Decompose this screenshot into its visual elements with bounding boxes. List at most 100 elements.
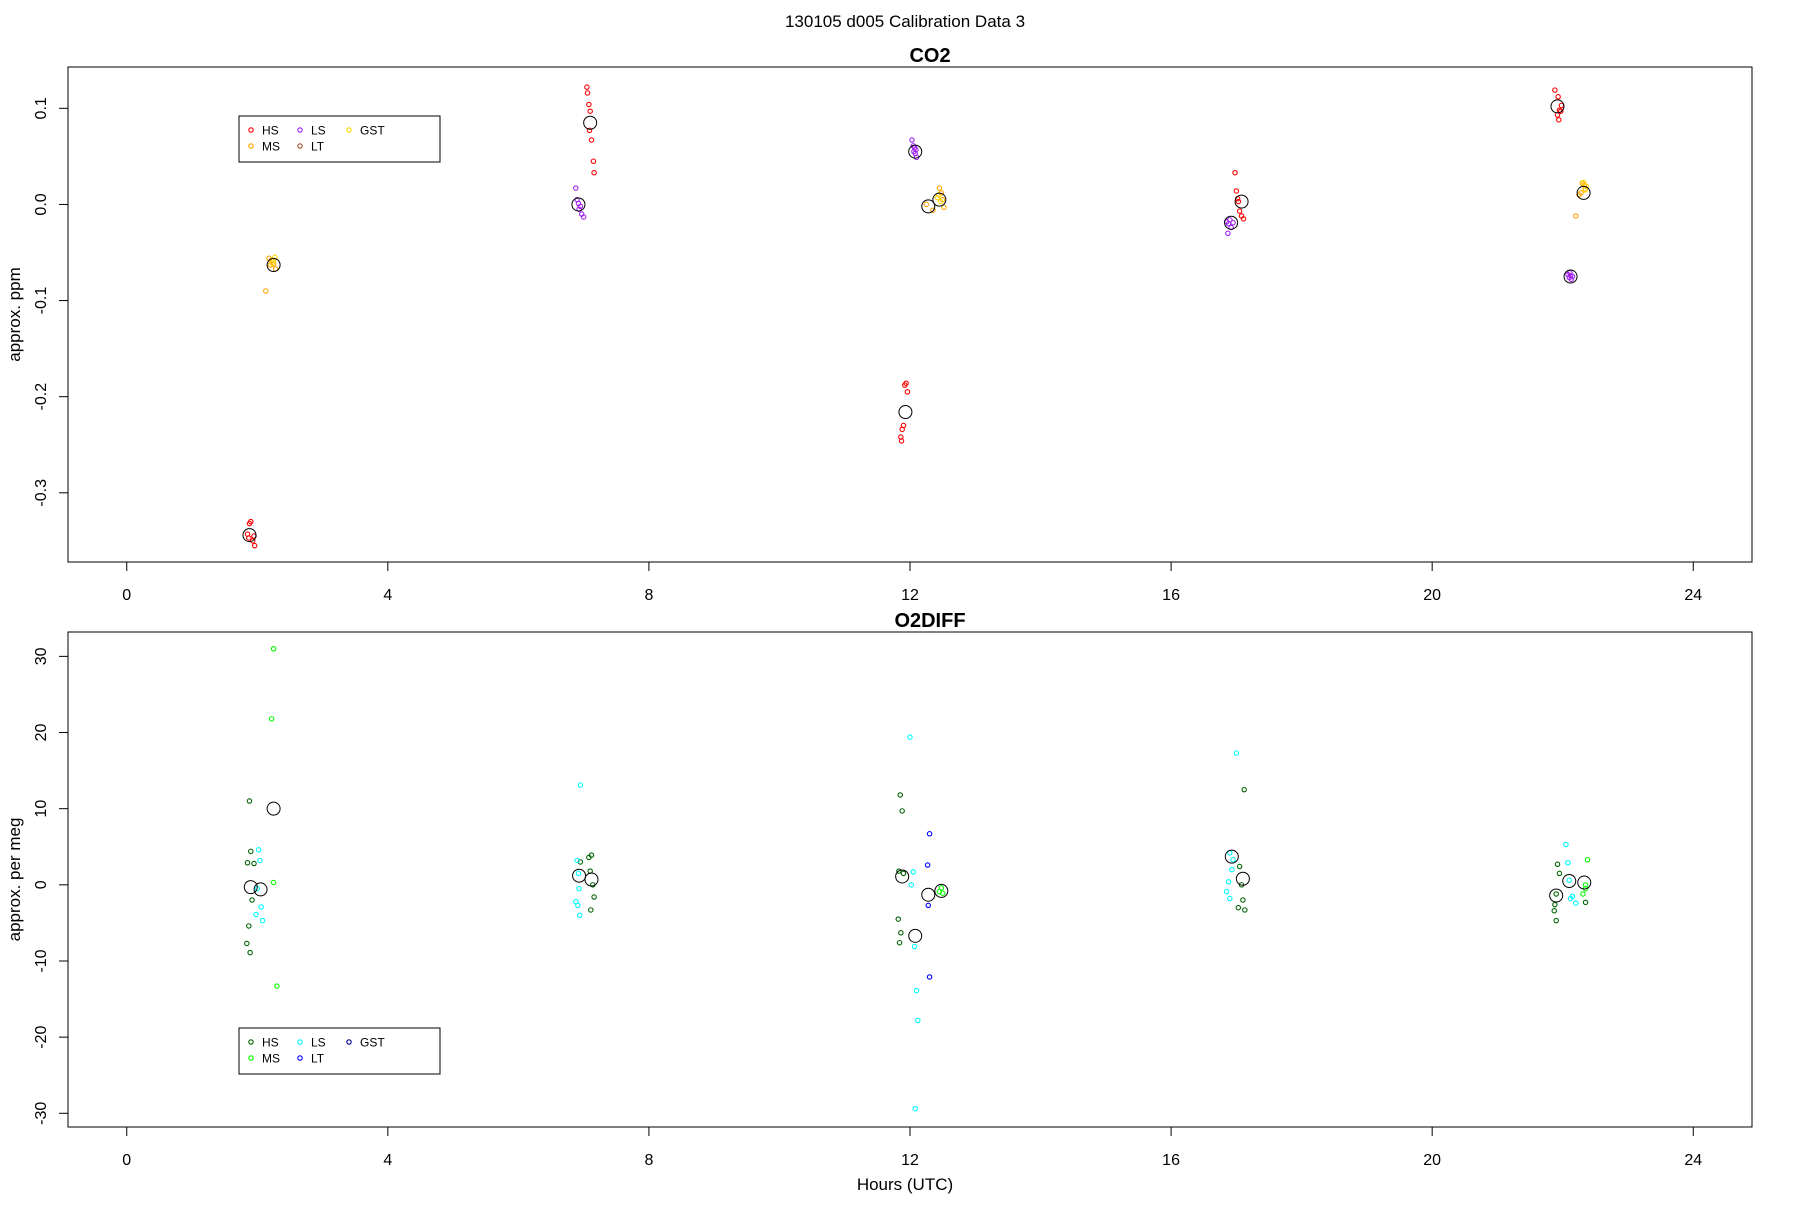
legend-label: HS (262, 1036, 279, 1050)
mean-marker (243, 880, 258, 895)
y-tick-label: 0.0 (33, 193, 50, 215)
data-point (247, 949, 253, 956)
data-point (903, 380, 909, 386)
legend-label: MS (262, 140, 280, 154)
data-point (1568, 276, 1574, 283)
mean-marker (1550, 99, 1565, 114)
series-hs (244, 84, 1565, 549)
legend-marker (248, 127, 254, 133)
data-point (912, 1105, 918, 1112)
data-point (915, 1017, 921, 1024)
legend-marker (297, 143, 303, 149)
data-point (591, 894, 597, 900)
legend-marker (297, 1039, 303, 1045)
legend-marker (248, 1039, 254, 1045)
data-point (1235, 198, 1242, 205)
data-point (899, 808, 905, 814)
data-point (576, 885, 582, 892)
mean-marker (908, 928, 923, 943)
data-point (1554, 112, 1561, 118)
legend-marker (346, 127, 352, 133)
data-point (249, 538, 256, 544)
data-point (272, 254, 278, 261)
mean-marker (921, 887, 936, 902)
data-point (1578, 190, 1584, 196)
data-point (935, 192, 942, 198)
legend-marker (346, 1039, 352, 1045)
mean-marker (572, 868, 587, 883)
data-point (1569, 273, 1576, 280)
data-point (575, 870, 582, 877)
legend-marker (248, 143, 254, 149)
data-point (941, 204, 947, 211)
mean-marker (934, 883, 949, 898)
data-point (1565, 859, 1571, 866)
data-point (576, 206, 582, 213)
series-gst (269, 179, 1589, 266)
mean-marker (1224, 849, 1239, 864)
x-tick-label: 20 (1423, 587, 1441, 604)
data-point (898, 438, 905, 444)
legend-label: LT (311, 1052, 325, 1066)
legend-marker (297, 1055, 303, 1061)
y-tick-label: 0 (33, 880, 50, 889)
data-point (1567, 895, 1574, 902)
data-point (1240, 897, 1246, 903)
x-tick-label: 16 (1162, 587, 1180, 604)
series-ms (268, 646, 1591, 989)
legend-box (238, 1027, 441, 1075)
data-point (586, 127, 593, 134)
data-point (1225, 230, 1231, 237)
data-point (913, 146, 919, 153)
x-tick-label: 4 (383, 587, 392, 604)
legend-label: GST (360, 1036, 385, 1050)
data-point (248, 848, 254, 855)
data-point (1552, 901, 1558, 908)
data-point (580, 214, 587, 220)
data-point (924, 862, 931, 868)
x-tick-label: 0 (122, 1152, 131, 1169)
data-point (1223, 888, 1230, 895)
data-point (896, 868, 902, 874)
data-point (1580, 891, 1586, 897)
legend-label: HS (262, 124, 279, 138)
x-tick-label: 4 (383, 1152, 392, 1169)
data-point (908, 882, 915, 888)
series-ms (263, 180, 1589, 294)
data-point (1582, 187, 1588, 193)
data-point (588, 907, 594, 913)
data-point (573, 185, 579, 191)
x-tick-label: 12 (901, 587, 919, 604)
data-point (258, 904, 264, 910)
data-point (897, 792, 903, 798)
data-point (251, 860, 257, 867)
y-tick-label: -10 (33, 949, 50, 972)
series-ls (573, 137, 1576, 283)
data-point (1241, 786, 1247, 793)
data-point (934, 194, 941, 201)
x-tick-label: 0 (122, 587, 131, 604)
mean-marker (1576, 185, 1591, 200)
mean-marker (266, 801, 281, 816)
x-tick-label: 12 (901, 1152, 919, 1169)
data-point (246, 798, 253, 804)
series-lt (924, 831, 933, 980)
y-tick-label: -0.3 (33, 479, 50, 507)
data-point (1227, 217, 1233, 223)
chart-suptitle: 130105 d005 Calibration Data 3 (785, 12, 1025, 31)
y-tick-label: 20 (33, 724, 50, 742)
data-point (269, 260, 276, 266)
y-tick-label: 0.1 (33, 97, 50, 119)
data-point (1227, 895, 1233, 902)
mean-marker (1563, 269, 1578, 284)
mean-marker (571, 197, 586, 212)
data-point (268, 716, 275, 722)
data-point (249, 897, 255, 903)
x-tick-label: 8 (644, 1152, 653, 1169)
data-point (251, 542, 258, 549)
data-point (900, 870, 907, 877)
data-point (1582, 899, 1589, 906)
panel-title: O2DIFF (894, 610, 965, 632)
data-point (588, 137, 595, 143)
